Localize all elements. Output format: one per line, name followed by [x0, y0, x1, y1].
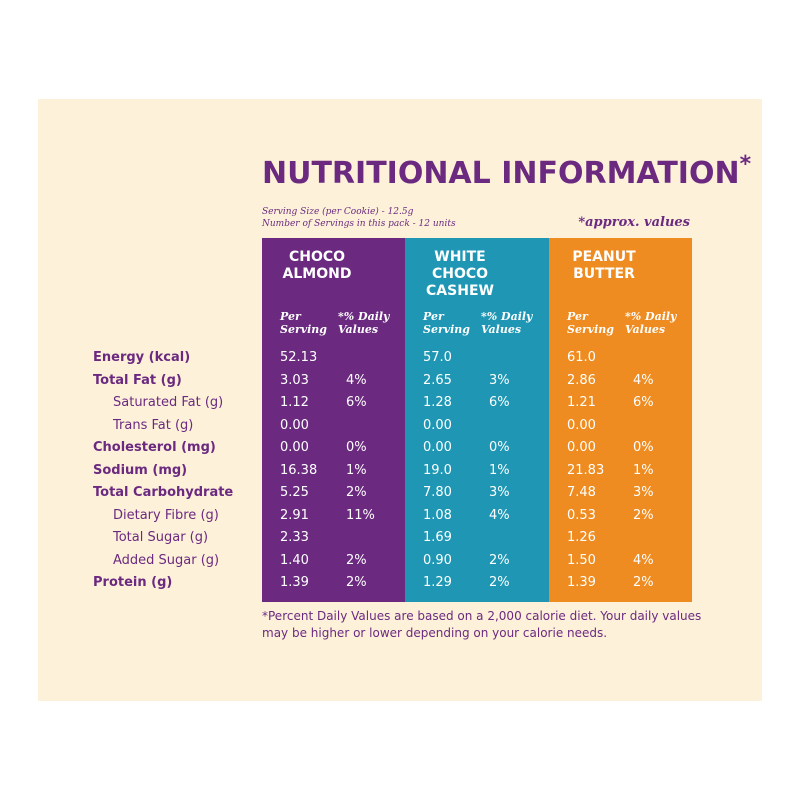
product-name: PEANUT BUTTER: [572, 249, 636, 282]
serving-size: Serving Size (per Cookie) - 12.5g: [262, 207, 414, 217]
nutrient-label: Dietary Fibre (g): [113, 507, 219, 523]
nutrient-label: Protein (g): [93, 575, 173, 590]
daily-value: 3%: [633, 485, 654, 500]
per-serving-value: 1.50: [567, 552, 596, 568]
servings-per-pack: Number of Servings in this pack - 12 uni…: [262, 219, 456, 229]
daily-values-header: *% Daily Values: [481, 310, 533, 336]
daily-value: 2%: [346, 575, 367, 590]
per-serving-value: 1.29: [423, 575, 452, 590]
per-serving-value: 0.00: [423, 417, 452, 433]
per-serving-value: 1.39: [280, 575, 309, 590]
daily-value: 1%: [346, 462, 367, 478]
per-serving-value: 2.65: [423, 372, 452, 388]
daily-value: 11%: [346, 507, 375, 523]
per-serving-value: 3.03: [280, 372, 309, 388]
per-serving-value: 19.0: [423, 462, 452, 478]
title-text: NUTRITIONAL INFORMATION: [262, 156, 740, 191]
daily-value: 3%: [489, 372, 510, 388]
title-asterisk: *: [739, 152, 752, 177]
footnote: *Percent Daily Values are based on a 2,0…: [262, 609, 702, 640]
daily-value: 2%: [633, 507, 654, 523]
daily-values-header: *% Daily Values: [338, 310, 390, 336]
per-serving-value: 7.48: [567, 485, 596, 500]
daily-value: 0%: [346, 440, 367, 455]
product-column-1: CHOCO ALMOND Per Serving *% Daily Values 52…: [262, 238, 405, 602]
daily-value: 1%: [489, 462, 510, 478]
per-serving-value: 16.38: [280, 462, 318, 478]
daily-value: 1%: [633, 462, 654, 478]
product-name: CHOCO ALMOND: [282, 249, 352, 282]
per-serving-value: 1.21: [567, 395, 596, 410]
per-serving-value: 7.80: [423, 485, 452, 500]
per-serving-value: 0.00: [567, 417, 596, 433]
daily-value: 6%: [346, 395, 367, 410]
daily-value: 2%: [346, 485, 367, 500]
product-name: WHITE CHOCO CASHEW: [426, 249, 494, 299]
daily-value: 4%: [489, 507, 510, 523]
per-serving-value: 1.28: [423, 395, 452, 410]
per-serving-value: 61.0: [567, 350, 596, 365]
daily-value: 2%: [346, 552, 367, 568]
per-serving-header: Per Serving: [423, 310, 470, 336]
daily-value: 0%: [489, 440, 510, 455]
per-serving-value: 0.00: [567, 440, 596, 455]
per-serving-value: 1.12: [280, 395, 309, 410]
daily-value: 0%: [633, 440, 654, 455]
nutrient-label: Cholesterol (mg): [93, 440, 216, 455]
nutrient-label: Trans Fat (g): [113, 417, 194, 433]
per-serving-value: 57.0: [423, 350, 452, 365]
per-serving-value: 1.26: [567, 530, 596, 545]
per-serving-value: 0.00: [280, 440, 309, 455]
per-serving-value: 0.00: [423, 440, 452, 455]
nutrient-label: Total Fat (g): [93, 372, 182, 388]
per-serving-value: 21.83: [567, 462, 605, 478]
daily-values-header: *% Daily Values: [625, 310, 677, 336]
per-serving-value: 0.53: [567, 507, 596, 523]
per-serving-value: 1.40: [280, 552, 309, 568]
daily-value: 2%: [633, 575, 654, 590]
per-serving-value: 5.25: [280, 485, 309, 500]
approx-note: *approx. values: [578, 215, 690, 230]
daily-value: 4%: [346, 372, 367, 388]
nutrient-label: Added Sugar (g): [113, 552, 220, 568]
product-column-3: PEANUT BUTTER Per Serving *% Daily Values 6…: [549, 238, 692, 602]
nutrient-label: Total Carbohydrate: [93, 485, 234, 500]
nutrient-label: Sodium (mg): [93, 462, 188, 478]
per-serving-value: 2.91: [280, 507, 309, 523]
daily-value: 2%: [489, 575, 510, 590]
per-serving-value: 52.13: [280, 350, 318, 365]
daily-value: 6%: [489, 395, 510, 410]
nutrient-label: Energy (kcal): [93, 350, 191, 365]
per-serving-header: Per Serving: [280, 310, 327, 336]
daily-value: 4%: [633, 552, 654, 568]
daily-value: 3%: [489, 485, 510, 500]
daily-value: 4%: [633, 372, 654, 388]
per-serving-value: 1.39: [567, 575, 596, 590]
per-serving-value: 2.86: [567, 372, 596, 388]
daily-value: 2%: [489, 552, 510, 568]
per-serving-value: 1.69: [423, 530, 452, 545]
product-column-2: WHITE CHOCO CASHEW Per Serving *% Daily Va…: [405, 238, 549, 602]
nutrient-label: Total Sugar (g): [113, 530, 209, 545]
per-serving-value: 0.00: [280, 417, 309, 433]
per-serving-value: 1.08: [423, 507, 452, 523]
per-serving-value: 2.33: [280, 530, 309, 545]
per-serving-value: 0.90: [423, 552, 452, 568]
daily-value: 6%: [633, 395, 654, 410]
per-serving-header: Per Serving: [567, 310, 614, 336]
page-title: NUTRITIONAL INFORMATION*: [262, 152, 751, 191]
nutrient-label: Saturated Fat (g): [113, 395, 224, 410]
